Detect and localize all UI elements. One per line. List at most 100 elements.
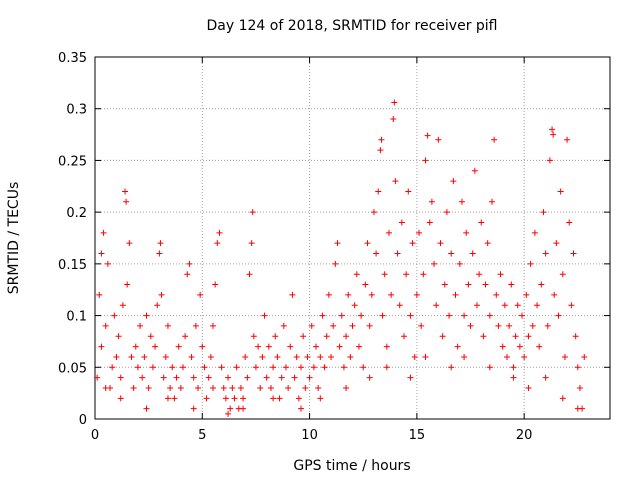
data-point <box>325 291 332 298</box>
data-point <box>220 384 227 391</box>
data-point <box>491 136 498 143</box>
data-point <box>476 271 483 278</box>
data-point <box>407 374 414 381</box>
data-point <box>435 136 442 143</box>
data-point <box>188 353 195 360</box>
data-point <box>278 374 285 381</box>
data-point <box>538 281 545 288</box>
data-point <box>407 312 414 319</box>
data-point <box>574 364 581 371</box>
y-tick-label: 0.15 <box>58 258 87 273</box>
data-point <box>184 271 191 278</box>
data-point <box>574 405 581 412</box>
data-point <box>473 302 480 309</box>
data-point <box>488 198 495 205</box>
data-point <box>564 136 571 143</box>
y-axis-label: SRMTID / TECUs <box>6 182 22 295</box>
data-point <box>525 333 532 340</box>
data-point <box>360 364 367 371</box>
data-point <box>143 405 150 412</box>
x-axis-label: GPS time / hours <box>293 458 410 474</box>
data-point <box>448 250 455 257</box>
data-point <box>167 384 174 391</box>
data-point <box>544 322 551 329</box>
data-point <box>495 322 502 329</box>
data-point <box>343 333 350 340</box>
data-point <box>576 384 583 391</box>
data-point <box>323 333 330 340</box>
data-point <box>246 271 253 278</box>
data-point <box>480 333 487 340</box>
y-tick-label: 0.3 <box>66 103 87 118</box>
data-point <box>540 209 547 216</box>
data-point <box>416 229 423 236</box>
data-point <box>280 322 287 329</box>
data-point <box>128 353 135 360</box>
data-point <box>145 384 152 391</box>
data-point <box>396 302 403 309</box>
data-point <box>559 271 566 278</box>
data-point <box>317 353 324 360</box>
data-point <box>282 364 289 371</box>
data-point <box>366 374 373 381</box>
data-point <box>111 312 118 319</box>
data-point <box>519 312 526 319</box>
data-point <box>302 384 309 391</box>
data-point <box>452 291 459 298</box>
data-point <box>287 343 294 350</box>
data-point <box>478 219 485 226</box>
data-point <box>177 384 184 391</box>
data-point <box>448 364 455 371</box>
y-tick-label: 0.05 <box>58 361 87 376</box>
data-point <box>358 312 365 319</box>
data-point <box>550 131 557 138</box>
data-point <box>313 343 320 350</box>
data-point <box>418 322 425 329</box>
data-point <box>199 343 206 350</box>
data-point <box>115 333 122 340</box>
data-point <box>510 374 517 381</box>
data-point <box>98 343 105 350</box>
data-point <box>581 353 588 360</box>
data-point <box>197 291 204 298</box>
data-point <box>411 353 418 360</box>
data-point <box>439 333 446 340</box>
data-point <box>443 209 450 216</box>
data-point <box>551 291 558 298</box>
data-point <box>261 312 268 319</box>
data-point <box>568 302 575 309</box>
y-tick-label: 0.2 <box>66 206 87 221</box>
data-point <box>169 364 176 371</box>
data-point <box>456 260 463 267</box>
data-point <box>390 116 397 123</box>
data-point <box>454 343 461 350</box>
data-point <box>373 250 380 257</box>
data-point <box>559 395 566 402</box>
data-point <box>190 405 197 412</box>
data-point <box>353 271 360 278</box>
y-tick-label: 0.35 <box>58 51 87 66</box>
data-point <box>499 343 506 350</box>
data-point <box>130 384 137 391</box>
data-point <box>192 322 199 329</box>
data-point <box>332 260 339 267</box>
data-point <box>334 240 341 247</box>
data-point <box>497 271 504 278</box>
data-point <box>527 260 534 267</box>
data-point <box>214 240 221 247</box>
data-point <box>504 353 510 360</box>
data-point <box>392 178 399 185</box>
data-point <box>534 302 541 309</box>
data-point <box>351 302 358 309</box>
data-point <box>512 333 519 340</box>
data-point <box>508 281 515 288</box>
data-point <box>542 250 549 257</box>
data-points <box>94 99 588 417</box>
data-point <box>310 364 317 371</box>
data-point <box>210 322 217 329</box>
tick-labels: 0 5 10 15 20 0 0.05 0.1 0.15 0.2 0.25 0.3 0.35 <box>58 51 532 443</box>
data-point <box>126 240 133 247</box>
data-point <box>158 291 165 298</box>
data-point <box>291 374 298 381</box>
data-point <box>298 405 304 412</box>
